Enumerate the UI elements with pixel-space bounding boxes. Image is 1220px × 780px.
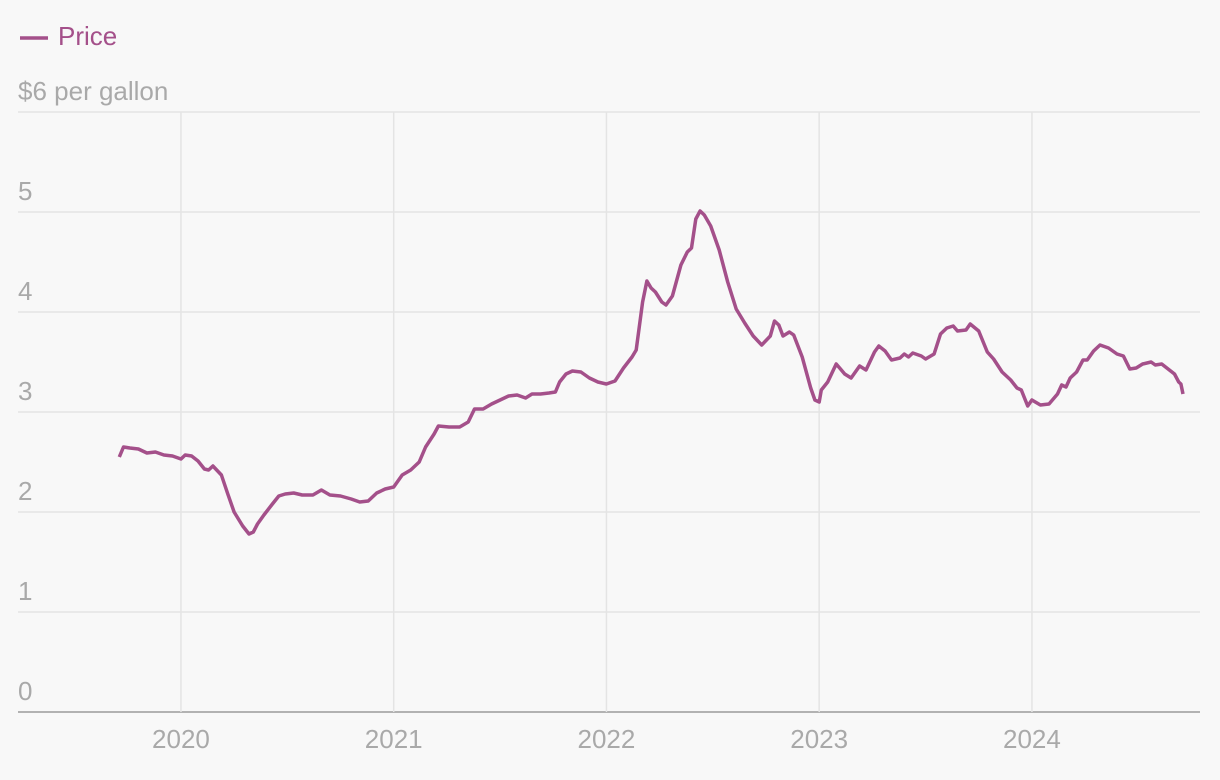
- y-tick-label: 2: [18, 476, 32, 506]
- price-line: [117, 209, 1185, 536]
- x-tick-label: 2020: [152, 724, 210, 754]
- x-tick-label: 2024: [1003, 724, 1061, 754]
- y-tick-label: 0: [18, 676, 32, 706]
- y-tick-label: $6 per gallon: [18, 76, 168, 106]
- legend-label: Price: [58, 21, 117, 51]
- x-tick-label: 2021: [365, 724, 423, 754]
- y-tick-label: 5: [18, 176, 32, 206]
- x-tick-label: 2022: [578, 724, 636, 754]
- x-tick-label: 2023: [790, 724, 848, 754]
- y-tick-label: 1: [18, 576, 32, 606]
- y-tick-label: 3: [18, 376, 32, 406]
- y-tick-label: 4: [18, 276, 32, 306]
